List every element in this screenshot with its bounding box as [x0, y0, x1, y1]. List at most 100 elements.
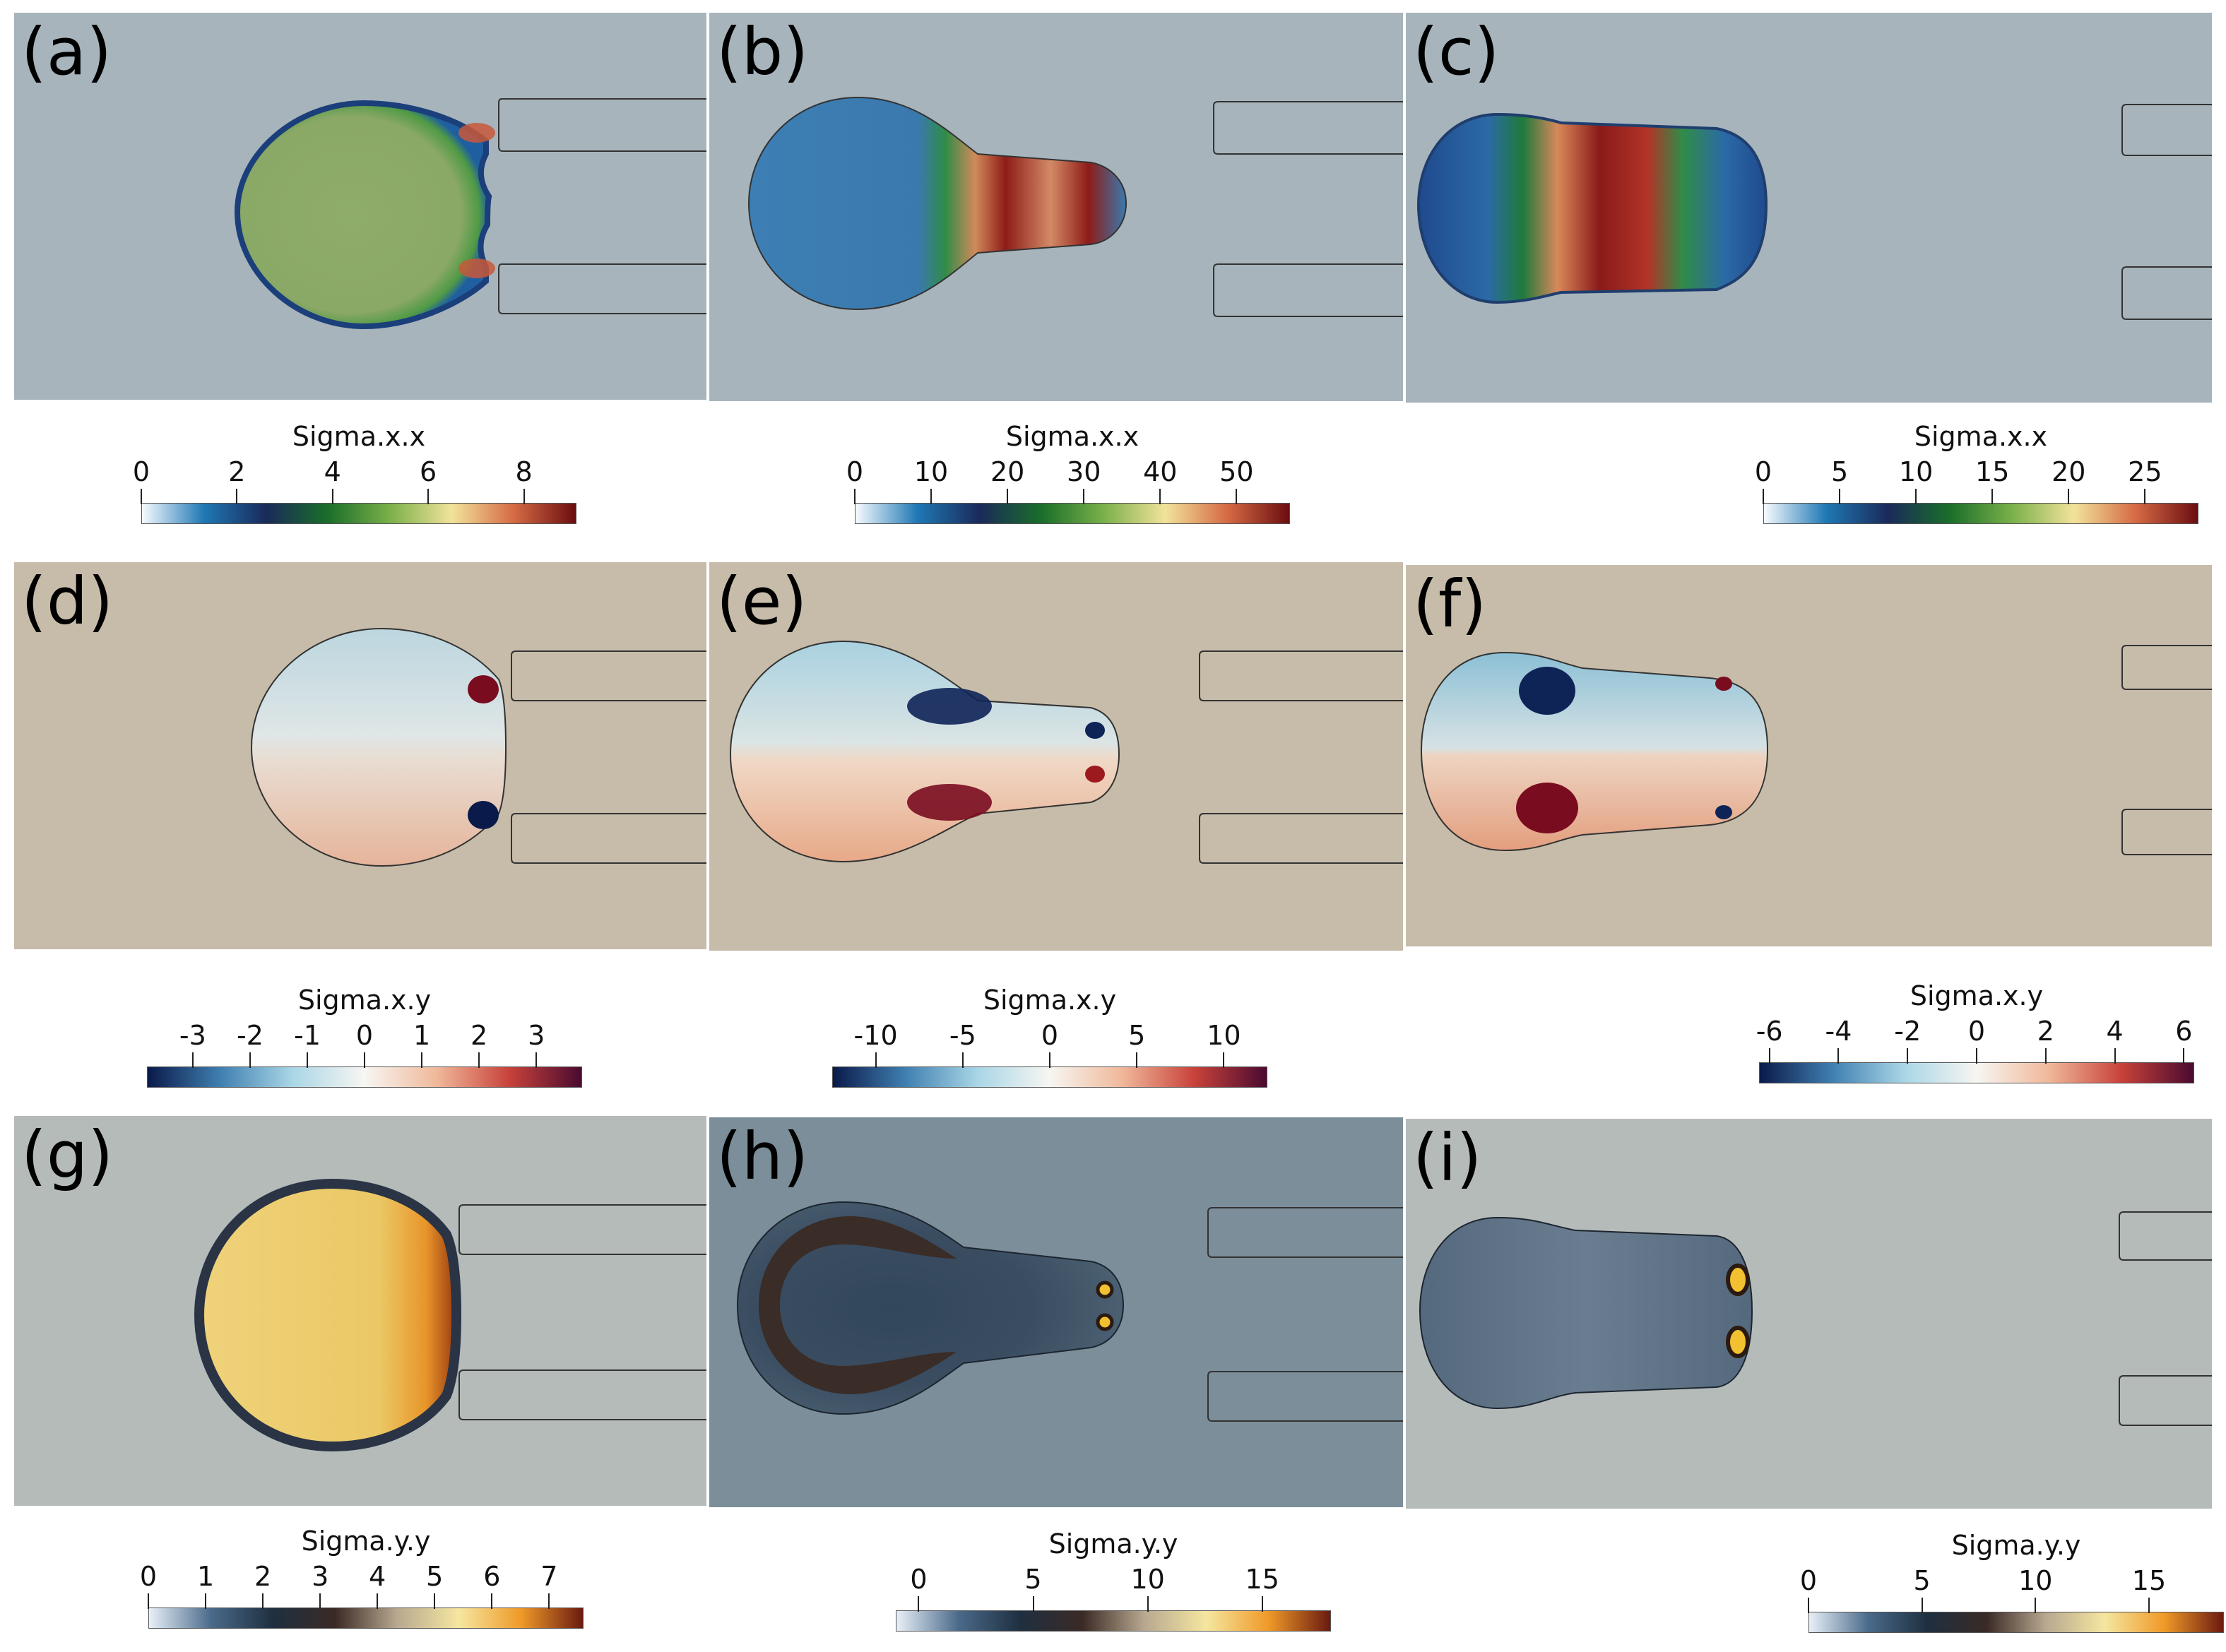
colorbar-tick-label: 7: [540, 1561, 558, 1592]
colorbar-tick-label: -1: [293, 1020, 321, 1051]
colorbar-tick-mark: [1159, 489, 1161, 504]
colorbar-gradient: [1763, 503, 2198, 524]
panel-b: (b): [709, 13, 1403, 401]
colorbar-tick-mark: [1147, 1596, 1149, 1612]
colorbar-tick-label: -2: [236, 1020, 264, 1051]
colorbar-a: Sigma.x.x 0 2 4 6 8: [133, 421, 576, 534]
colorbar-tick-label: 40: [1143, 456, 1178, 487]
colorbar-gradient: [832, 1066, 1267, 1088]
colorbar-tick-mark: [191, 1052, 194, 1068]
colorbar-tick-mark: [421, 1052, 423, 1068]
colorbar-title: Sigma.x.x: [292, 421, 426, 452]
colorbar-tick-label: 6: [2175, 1016, 2193, 1047]
droplet-d: [250, 627, 507, 867]
colorbar-tick-label: 5: [1024, 1564, 1042, 1595]
colorbar-tick-label: 4: [369, 1561, 386, 1592]
colorbar-tick-label: -4: [1825, 1016, 1852, 1047]
colorbar-tick-mark: [1032, 1596, 1034, 1612]
colorbar-tick-mark: [236, 489, 238, 504]
panel-i-label: (i): [1413, 1120, 1482, 1196]
colorbar-tick-mark: [1223, 1052, 1225, 1068]
colorbar-tick-mark: [434, 1593, 436, 1609]
colorbar-tick-label: 2: [2037, 1016, 2054, 1047]
colorbar-tick-label: 8: [515, 456, 533, 487]
colorbar-h: Sigma.y.y 0 5 10 15: [896, 1528, 1331, 1641]
panel-f: (f): [1406, 565, 2212, 946]
colorbar-tick-mark: [427, 489, 430, 504]
colorbar-tick-mark: [2144, 489, 2146, 504]
colorbar-tick-label: 0: [1799, 1565, 1818, 1596]
colorbar-gradient: [1759, 1062, 2194, 1083]
colorbar-tick-mark: [1907, 1048, 1909, 1064]
droplet-f: [1420, 651, 1769, 852]
droplet-c: [1416, 112, 1768, 304]
colorbar-tick-mark: [2068, 489, 2070, 504]
panel-b-label: (b): [716, 14, 809, 90]
colorbar-tick-mark: [377, 1593, 379, 1609]
colorbar-tick-label: 50: [1219, 456, 1254, 487]
colorbar-tick-label: 5: [1830, 456, 1849, 487]
colorbar-tick-mark: [306, 1052, 308, 1068]
colorbar-tick-label: 30: [1067, 456, 1101, 487]
colorbar-tick-mark: [141, 489, 142, 504]
colorbar-tick-mark: [1261, 1596, 1263, 1612]
colorbar-tick-label: 6: [420, 456, 437, 487]
colorbar-c: Sigma.x.x 0 5 10 15 20 25: [1755, 421, 2198, 534]
colorbar-tick-mark: [918, 1596, 920, 1612]
colorbar-tick-mark: [364, 1052, 365, 1068]
colorbar-tick-label: 6: [483, 1561, 501, 1592]
colorbar-tick-mark: [854, 489, 856, 504]
colorbar-tick-mark: [875, 1052, 877, 1068]
colorbar-tick-mark: [319, 1593, 321, 1609]
colorbar-tick-label: 5: [1913, 1565, 1931, 1596]
colorbar-tick-label: 3: [528, 1020, 545, 1051]
colorbar-tick-mark: [249, 1052, 251, 1068]
panel-e-label: (e): [716, 564, 807, 639]
panel-g: (g): [14, 1116, 706, 1506]
colorbar-tick-mark: [1921, 1598, 1923, 1613]
colorbar-e: Sigma.x.y -10 -5 0 5 10: [832, 985, 1267, 1098]
panel-c-label: (c): [1413, 14, 1500, 90]
panel-h: (h): [709, 1117, 1403, 1507]
colorbar-tick-mark: [331, 489, 333, 504]
colorbar-tick-label: 0: [355, 1020, 374, 1051]
panel-a-label: (a): [21, 14, 112, 90]
colorbar-gradient: [141, 503, 576, 524]
colorbar-tick-mark: [1763, 489, 1764, 504]
droplet-b: [747, 96, 1127, 311]
colorbar-tick-mark: [2044, 1048, 2047, 1064]
colorbar-gradient: [148, 1608, 584, 1629]
colorbar-tick-label: -10: [853, 1020, 898, 1051]
panel-a: (a): [14, 13, 706, 400]
panel-d: (d): [14, 562, 706, 949]
colorbar-title: Sigma.x.x: [1914, 421, 2048, 452]
colorbar-title: Sigma.x.y: [297, 985, 432, 1016]
colorbar-tick-mark: [1839, 489, 1841, 504]
colorbar-b: Sigma.x.x 0 10 20 30 40 50: [846, 421, 1290, 534]
colorbar-gradient: [855, 503, 1290, 524]
colorbar-tick-mark: [1837, 1048, 1840, 1064]
colorbar-tick-mark: [2035, 1598, 2037, 1613]
droplet-a: [234, 100, 492, 330]
colorbar-tick-label: 4: [324, 456, 341, 487]
colorbar-tick-label: 10: [1130, 1564, 1165, 1595]
colorbar-tick-label: 3: [312, 1561, 329, 1592]
colorbar-tick-mark: [1049, 1052, 1050, 1068]
panel-i: (i): [1406, 1119, 2212, 1509]
colorbar-tick-mark: [1083, 489, 1085, 504]
colorbar-tick-mark: [1976, 1048, 1977, 1064]
colorbar-tick-label: 2: [470, 1020, 488, 1051]
colorbar-tick-mark: [491, 1593, 493, 1609]
colorbar-g: Sigma.y.y 0 1 2 3 4 5 6 7: [140, 1526, 584, 1639]
panel-e: (e): [709, 562, 1403, 951]
colorbar-tick-label: 10: [913, 456, 949, 487]
colorbar-title: Sigma.y.y: [1951, 1530, 2081, 1561]
colorbar-tick-label: 20: [2052, 456, 2086, 487]
panel-c: (c): [1406, 13, 2212, 403]
colorbar-tick-label: -2: [1894, 1016, 1922, 1047]
colorbar-tick-mark: [1808, 1598, 1809, 1613]
colorbar-tick-label: -3: [179, 1020, 206, 1051]
colorbar-tick-label: 1: [196, 1561, 215, 1592]
panel-f-label: (f): [1413, 566, 1487, 642]
colorbar-tick-label: 0: [139, 1561, 158, 1592]
